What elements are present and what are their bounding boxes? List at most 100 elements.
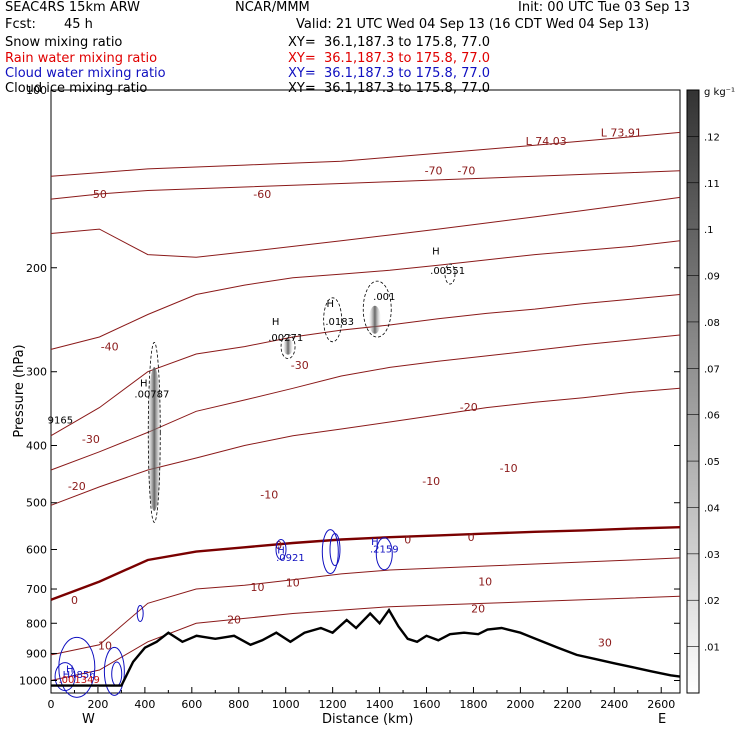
annotation-16: .001349	[58, 675, 99, 686]
x-tick-label-12: 2400	[600, 698, 628, 711]
cloud-water-contour-2	[329, 532, 341, 566]
x-tick-label-7: 1400	[366, 698, 394, 711]
colorbar-label-5: .06	[704, 411, 720, 422]
annotation-5: .0183	[325, 317, 354, 328]
contour-label-12: 0	[404, 533, 411, 546]
snow-contour-0	[147, 341, 161, 523]
annotation-11: .0921	[276, 553, 305, 564]
cloud-water-contour-5	[58, 636, 96, 698]
contour-label-22: 30	[598, 637, 612, 650]
annotation-0: H	[140, 379, 148, 390]
contour-label-2: -60	[253, 188, 271, 201]
ice-column-shading	[147, 367, 162, 512]
cloud-water-contour-0	[275, 538, 287, 560]
colorbar-label-10: .11	[704, 179, 720, 190]
x-tick-label-3: 600	[181, 698, 202, 711]
x-tick-label-10: 2000	[506, 698, 534, 711]
init-time: Init: 00 UTC Tue 03 Sep 13	[518, 0, 691, 15]
isotherm-line-m60	[50, 170, 681, 200]
cloud-water-contour-1	[321, 529, 339, 575]
endpoint-west: W	[82, 712, 95, 727]
isotherm-line-m50	[50, 196, 681, 258]
x-tick-label-11: 2200	[553, 698, 581, 711]
contour-label-16: 10	[478, 576, 492, 589]
contour-label-14: 0	[275, 539, 282, 552]
cloud-water-contour-3	[375, 537, 393, 571]
isotherm-line-m10	[50, 387, 681, 506]
x-tick-label-8: 1600	[413, 698, 441, 711]
snow-contour-1	[323, 297, 343, 343]
y-tick-label-7: 800	[26, 617, 47, 630]
contour-label-23: L 74.03	[526, 135, 567, 148]
annotation-12: H	[371, 537, 379, 548]
colorbar-label-7: .08	[704, 318, 720, 329]
isotherm-line-20	[50, 595, 681, 681]
contour-label-13: 0	[468, 531, 475, 544]
cloud-water-contour-4	[136, 604, 144, 622]
field-xy-cloud-ice: XY= 36.1,187.3 to 175.8, 77.0	[288, 81, 491, 96]
forecast-hours: 45 h	[64, 17, 93, 32]
annotation-8: .00551	[430, 266, 465, 277]
ice-patch-shading-small	[283, 338, 294, 355]
ice-patch-shading	[368, 305, 381, 334]
cloud-water-contour-7	[111, 661, 123, 687]
colorbar-unit: g kg⁻¹	[704, 87, 735, 98]
contour-label-4: -40	[101, 341, 119, 354]
contour-label-15: 0	[71, 594, 78, 607]
annotation-14: H	[66, 665, 74, 676]
contour-label-3: -50	[89, 188, 107, 201]
x-tick-label-9: 1800	[459, 698, 487, 711]
colorbar-label-2: .03	[704, 550, 720, 561]
colorbar-label-6: .07	[704, 364, 720, 375]
contour-label-9: -10	[500, 462, 518, 475]
cloud-water-contour-8	[54, 662, 76, 692]
annotation-2: H	[272, 317, 280, 328]
cloud-water-contour-6	[103, 646, 125, 696]
contour-label-19: 10	[98, 639, 112, 652]
field-label-rain: Rain water mixing ratio	[5, 51, 158, 66]
y-tick-label-6: 700	[26, 583, 47, 596]
annotation-1: .00787	[134, 390, 169, 401]
y-tick-label-1: 200	[26, 262, 47, 275]
isotherm-line-10	[50, 557, 681, 656]
annotation-4: H	[327, 299, 335, 310]
colorbar-label-11: .12	[704, 132, 720, 143]
isotherm-line-m70	[50, 131, 681, 177]
isotherm-line-m20	[50, 334, 681, 471]
colorbar-label-4: .05	[704, 457, 720, 468]
y-tick-label-8: 900	[26, 647, 47, 660]
valid-time: Valid: 21 UTC Wed 04 Sep 13 (16 CDT Wed …	[296, 17, 650, 32]
field-label-cloud-water: Cloud water mixing ratio	[5, 66, 166, 81]
isotherm-line-m30	[50, 294, 681, 437]
field-label-cloud-ice: Cloud ice mixing ratio	[5, 81, 148, 96]
x-tick-label-6: 1200	[319, 698, 347, 711]
y-tick-label-2: 300	[26, 366, 47, 379]
colorbar-label-0: .01	[704, 643, 720, 654]
annotation-10: H	[277, 546, 285, 557]
x-tick-label-5: 1000	[272, 698, 300, 711]
contour-label-7: -20	[460, 401, 478, 414]
annotation-9: 9165	[48, 415, 73, 426]
annotation-7: H	[432, 247, 440, 258]
annotation-15: H4856	[63, 670, 96, 681]
center-title: NCAR/MMM	[235, 0, 310, 15]
contour-label-11: -10	[260, 488, 278, 501]
plot-frame	[50, 89, 681, 694]
x-tick-label-2: 400	[134, 698, 155, 711]
x-tick-label-1: 200	[87, 698, 108, 711]
endpoint-east: E	[658, 712, 667, 727]
x-tick-label-13: 2600	[647, 698, 675, 711]
contour-label-0: -70	[425, 165, 443, 178]
y-tick-label-5: 600	[26, 543, 47, 556]
y-tick-label-4: 500	[26, 497, 47, 510]
field-xy-rain: XY= 36.1,187.3 to 175.8, 77.0	[288, 51, 491, 66]
contour-label-8: -20	[68, 480, 86, 493]
colorbar	[686, 89, 700, 694]
y-tick-label-9: 1000	[19, 674, 47, 687]
contour-label-6: -30	[82, 433, 100, 446]
snow-contour-2	[362, 280, 392, 338]
contour-label-1: -70	[457, 165, 475, 178]
colorbar-label-1: .02	[704, 596, 720, 607]
colorbar-label-9: .1	[704, 225, 714, 236]
